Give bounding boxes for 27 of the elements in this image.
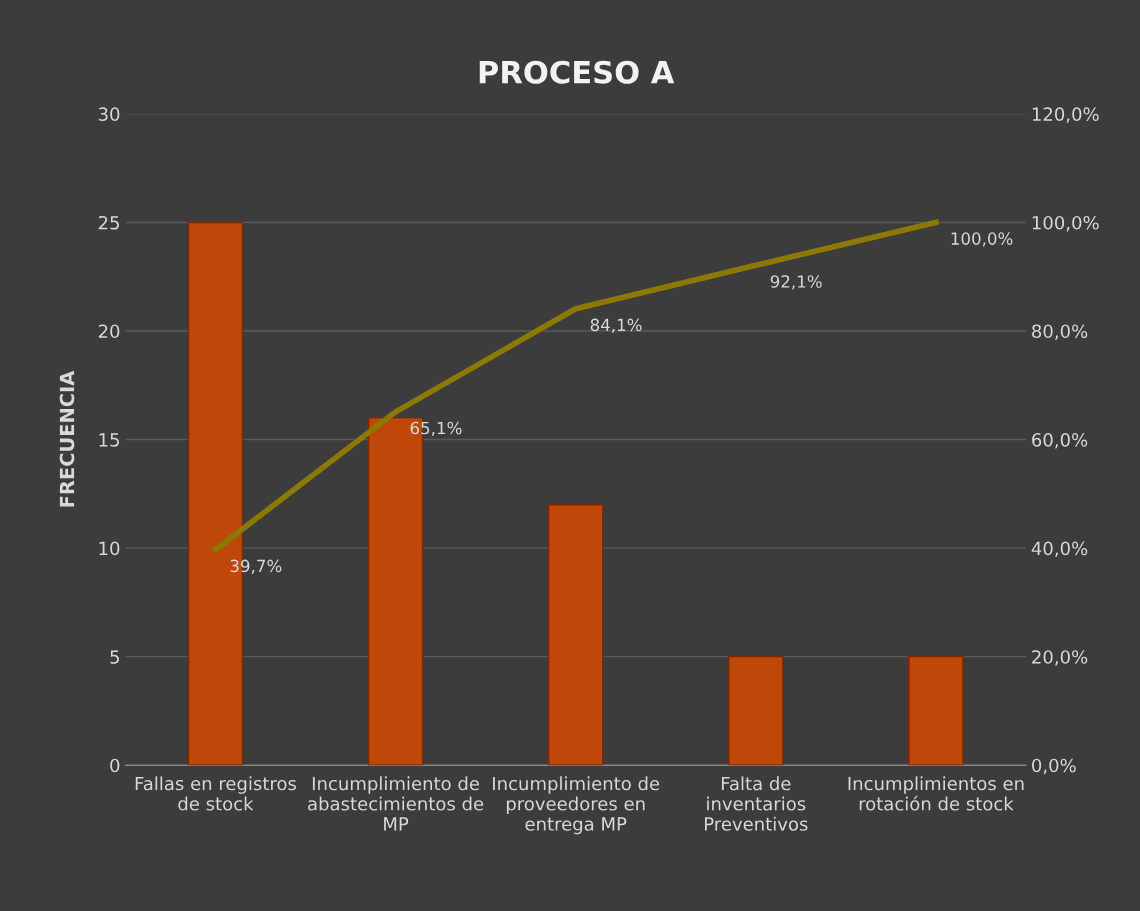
y-tick-label: 0 <box>110 758 120 773</box>
y-axis-title: FRECUENCIA <box>59 370 75 507</box>
bar <box>728 655 784 766</box>
y2-tick-label: 80,0% <box>1032 324 1088 340</box>
chart-title: PROCESO A <box>479 60 675 84</box>
y2-tick-label: 60,0% <box>1032 433 1088 449</box>
x-tick-label: Incumplimiento de proveedores en entrega MP <box>493 776 660 835</box>
y-tick-label: 20 <box>98 324 120 339</box>
data-label: 84,1% <box>590 318 642 333</box>
bar <box>908 655 964 766</box>
y2-tick-label: 40,0% <box>1031 541 1088 558</box>
y2-tick-label: 100,0% <box>1032 215 1099 232</box>
x-tick-label: Falta de inventarios Preventivos <box>705 776 808 831</box>
y-tick-label: 30 <box>98 107 120 121</box>
data-label: 92,1% <box>770 275 822 290</box>
y-tick-label: 25 <box>98 215 119 230</box>
y2-tick-label: 120,0% <box>1032 107 1099 123</box>
bar <box>547 503 604 766</box>
x-tick-label: Incumplimientos en rotación de stock <box>848 776 1024 811</box>
y-tick-label: 5 <box>110 650 119 664</box>
y2-tick-label: 0,0% <box>1032 758 1076 775</box>
y-tick-label: 15 <box>99 433 119 447</box>
data-label: 100,0% <box>951 232 1013 247</box>
x-tick-label: Incumplimiento de abastecimientos de MP <box>308 776 484 831</box>
y2-tick-label: 20,0% <box>1032 650 1088 666</box>
x-tick-label: Fallas en registros de stock <box>135 776 297 811</box>
y-tick-label: 10 <box>99 541 120 556</box>
